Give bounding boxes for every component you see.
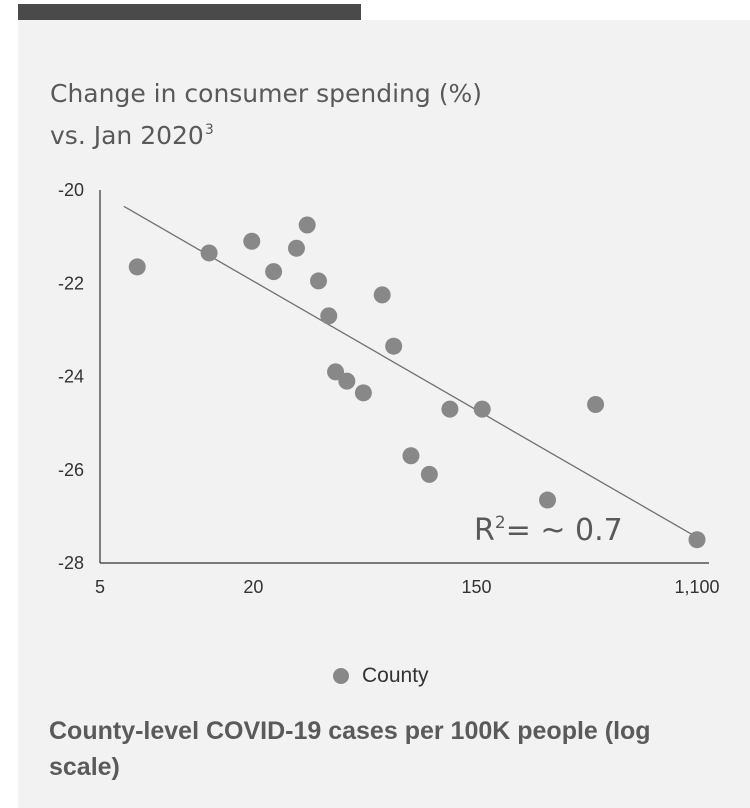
data-point [587,395,605,413]
data-point [354,384,372,402]
data-point [265,263,283,281]
y-axis-title: Change in consumer spending (%) vs. Jan … [50,76,650,154]
legend: County [333,664,429,688]
y-axis-title-line1: Change in consumer spending (%) [50,79,482,108]
footnote-marker: 3 [204,122,214,138]
data-point [473,400,491,418]
data-point [310,272,328,290]
y-tick-label: -26 [58,460,84,480]
data-point [539,491,557,509]
y-tick-label: -22 [58,273,84,293]
legend-marker [333,668,349,684]
x-axis-title: County-level COVID-19 cases per 100K peo… [49,717,651,781]
data-point [338,372,356,390]
legend-label: County [362,664,429,687]
data-point [320,307,338,325]
data-point [402,447,420,465]
data-point [420,465,438,483]
data-point [128,258,146,276]
data-point [287,239,305,257]
r-squared-annotation: R2= ~ 0.7 [474,513,623,548]
top-accent-bar [18,4,361,20]
data-point [298,216,316,234]
x-tick-label: 5 [95,577,105,597]
data-point [688,531,706,549]
y-tick-label: -24 [58,367,84,387]
data-point [373,286,391,304]
r-squared-value: = ~ 0.7 [505,513,623,548]
trend-line [123,205,698,538]
data-point [243,232,261,250]
data-point [327,363,345,381]
x-tick-label: 20 [243,577,263,597]
data-point [200,244,218,262]
y-axis-title-line2-text: vs. Jan 2020 [50,121,204,150]
y-axis-title-line2: vs. Jan 20203 [50,112,650,154]
x-tick-label: 150 [461,577,491,597]
data-point [441,400,459,418]
chart-panel [18,20,750,808]
r-squared-base: R [474,513,495,548]
y-tick-label: -20 [58,180,84,200]
data-point [385,337,403,355]
r-squared-exponent: 2 [494,513,506,533]
x-tick-label: 1,100 [674,577,719,597]
y-tick-label: -28 [58,553,84,573]
